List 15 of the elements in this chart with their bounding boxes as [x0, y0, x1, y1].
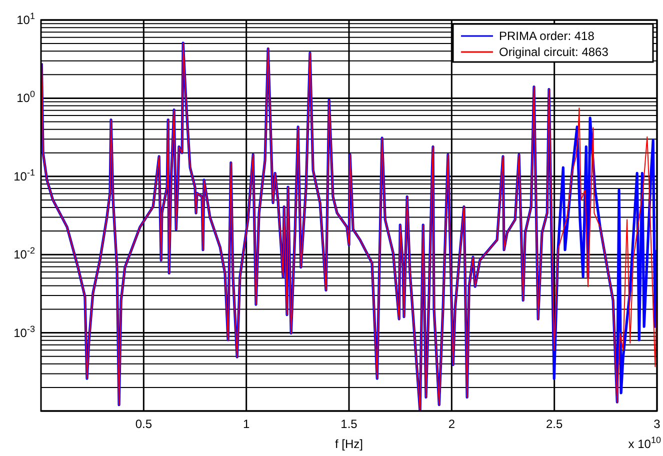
y-tick-label: 10$^{-2}$ — [14, 246, 35, 262]
x-tick-label: 3 — [654, 417, 661, 431]
x-tick-label: 2.5 — [546, 417, 563, 431]
legend-label: PRIMA order: 418 — [499, 29, 595, 43]
text: x 10$^{10}$ — [628, 435, 661, 451]
y-tick-label: 10$^{-3}$ — [14, 324, 35, 340]
x-tick-label: 1.5 — [340, 417, 358, 431]
y-tick-label: 10$^{-1}$ — [14, 167, 35, 184]
y-tick-label: 10$^{0}$ — [16, 89, 35, 106]
y-tick-label: 10$^{1}$ — [16, 11, 35, 27]
x-tick-label: 0.5 — [135, 417, 152, 431]
legend-label: Original circuit: 4863 — [499, 45, 609, 59]
x-tick-label: 1 — [242, 417, 250, 431]
x-axis-title: f [Hz] — [334, 437, 364, 451]
x-tick-label: 2 — [448, 417, 456, 431]
